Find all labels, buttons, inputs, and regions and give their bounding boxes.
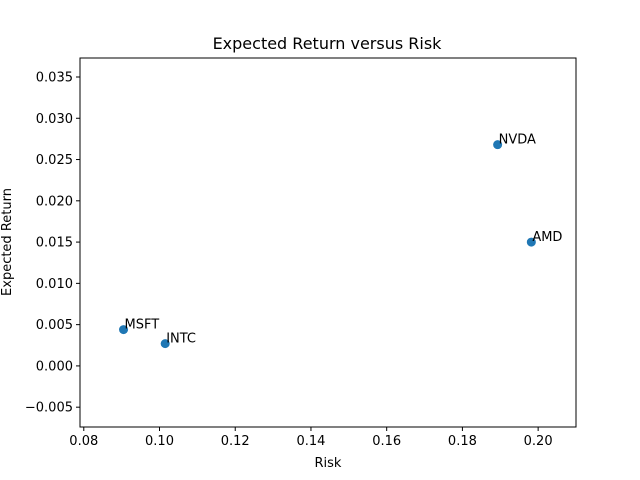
y-tick-label: 0.000 <box>36 359 73 374</box>
data-point-labels: MSFT INTC NVDA AMD <box>125 133 563 347</box>
x-tick-label: 0.14 <box>296 434 325 449</box>
x-axis-label: Risk <box>315 456 342 471</box>
y-tick-label: 0.030 <box>36 112 73 127</box>
data-label-intc: INTC <box>166 332 196 347</box>
chart-title: Expected Return versus Risk <box>213 34 443 53</box>
y-axis-ticks: −0.005 0.000 0.005 0.010 0.015 0.020 0.025 0.03… <box>25 70 80 416</box>
plot-area: 0.08 0.10 0.12 0.14 0.16 0.18 0.20 −0.005 0.000… <box>25 57 577 449</box>
data-point-amd <box>526 237 536 247</box>
x-tick-label: 0.10 <box>145 434 174 449</box>
data-label-amd: AMD <box>532 230 562 245</box>
data-point-intc <box>160 339 170 349</box>
y-tick-label: 0.005 <box>36 318 73 333</box>
x-tick-label: 0.20 <box>524 434 553 449</box>
x-tick-label: 0.08 <box>69 434 98 449</box>
data-points <box>119 140 536 349</box>
x-tick-label: 0.18 <box>448 434 477 449</box>
y-tick-label: 0.015 <box>36 236 73 251</box>
y-axis-label: Expected Return <box>0 188 15 296</box>
x-tick-label: 0.16 <box>372 434 401 449</box>
x-tick-label: 0.12 <box>221 434 250 449</box>
x-axis-ticks: 0.08 0.10 0.12 0.14 0.16 0.18 0.20 <box>69 427 553 449</box>
data-label-nvda: NVDA <box>499 133 536 148</box>
axes-frame <box>79 57 577 428</box>
y-tick-label: 0.035 <box>36 70 73 85</box>
data-point-msft <box>119 325 129 335</box>
y-tick-label: −0.005 <box>25 401 73 416</box>
data-label-msft: MSFT <box>125 318 160 333</box>
data-point-nvda <box>493 140 503 150</box>
y-tick-label: 0.025 <box>36 153 73 168</box>
y-tick-label: 0.020 <box>36 194 73 209</box>
y-tick-label: 0.010 <box>36 277 73 292</box>
